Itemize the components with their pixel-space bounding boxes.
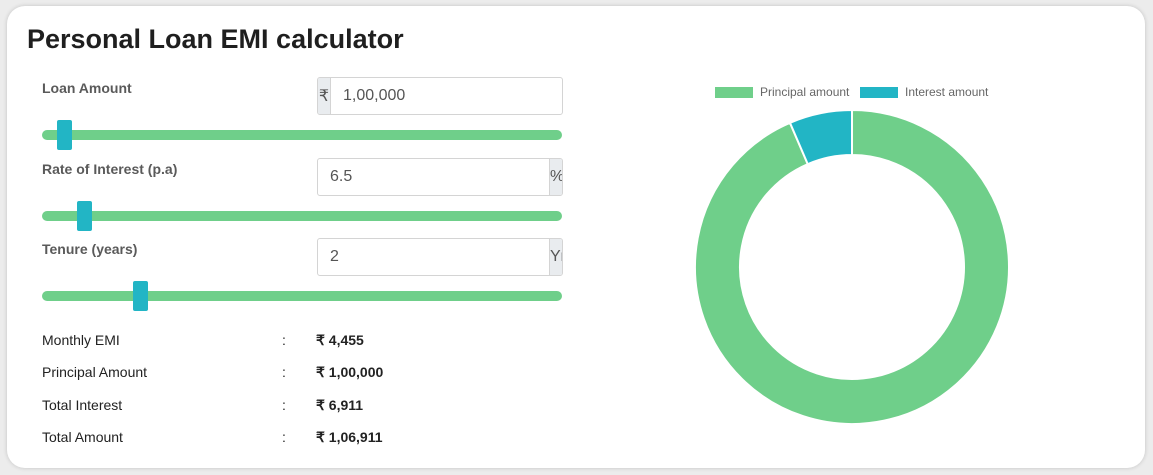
rate-slider-thumb[interactable] — [77, 201, 93, 231]
emi-calculator-card: Personal Loan EMI calculator Loan Amount… — [7, 6, 1145, 468]
page-title: Personal Loan EMI calculator — [27, 24, 404, 54]
rate-slider[interactable] — [42, 201, 562, 231]
total-interest-value: ₹ 6,911 — [316, 397, 364, 413]
summary-separator: : — [282, 332, 286, 348]
summary-separator: : — [282, 364, 286, 380]
summary-label: Principal Amount — [42, 364, 148, 380]
loan-amount-input[interactable] — [331, 78, 562, 114]
tenure-slider[interactable] — [42, 281, 562, 311]
legend-label-principal: Principal amount — [760, 85, 850, 99]
percent-suffix: % — [549, 159, 562, 195]
loan-amount-input-group: ₹ — [317, 77, 563, 115]
donut-slice-principal-amount[interactable] — [694, 108, 1010, 425]
legend-label-interest: Interest amount — [905, 85, 989, 99]
monthly-emi-row: Monthly EMI : ₹ 4,455 — [42, 332, 562, 350]
summary-label: Total Amount — [42, 429, 123, 445]
total-amount-row: Total Amount : ₹ 1,06,911 — [42, 429, 562, 447]
loan-breakdown-donut-chart — [694, 108, 1010, 425]
legend-item-interest[interactable]: Interest amount — [860, 85, 988, 99]
tenure-slider-thumb[interactable] — [132, 281, 148, 311]
monthly-emi-value: ₹ 4,455 — [316, 332, 364, 348]
rate-of-interest-input[interactable] — [318, 159, 549, 195]
year-suffix: Yr — [549, 239, 562, 275]
tenure-input-group: Yr — [317, 238, 563, 276]
total-amount-value: ₹ 1,06,911 — [316, 429, 383, 445]
tenure-label: Tenure (years) — [42, 241, 138, 257]
rate-input-group: % — [317, 158, 563, 196]
summary-label: Total Interest — [42, 397, 123, 413]
legend-swatch-principal — [715, 86, 753, 98]
summary-separator: : — [282, 397, 286, 413]
loan-amount-label: Loan Amount — [42, 80, 132, 96]
summary-label: Monthly EMI — [42, 332, 120, 348]
loan-amount-slider[interactable] — [42, 120, 562, 150]
rupee-prefix: ₹ — [318, 78, 331, 114]
legend-item-principal[interactable]: Principal amount — [715, 85, 849, 99]
principal-amount-row: Principal Amount : ₹ 1,00,000 — [42, 364, 562, 382]
tenure-input[interactable] — [318, 239, 549, 275]
loan-amount-slider-thumb[interactable] — [57, 120, 73, 150]
total-interest-row: Total Interest : ₹ 6,911 — [42, 397, 562, 415]
principal-amount-value: ₹ 1,00,000 — [316, 364, 384, 380]
donut-slice-interest-amount[interactable] — [788, 108, 853, 166]
rate-of-interest-label: Rate of Interest (p.a) — [42, 161, 178, 177]
summary-separator: : — [282, 429, 286, 445]
legend-swatch-interest — [860, 86, 898, 98]
